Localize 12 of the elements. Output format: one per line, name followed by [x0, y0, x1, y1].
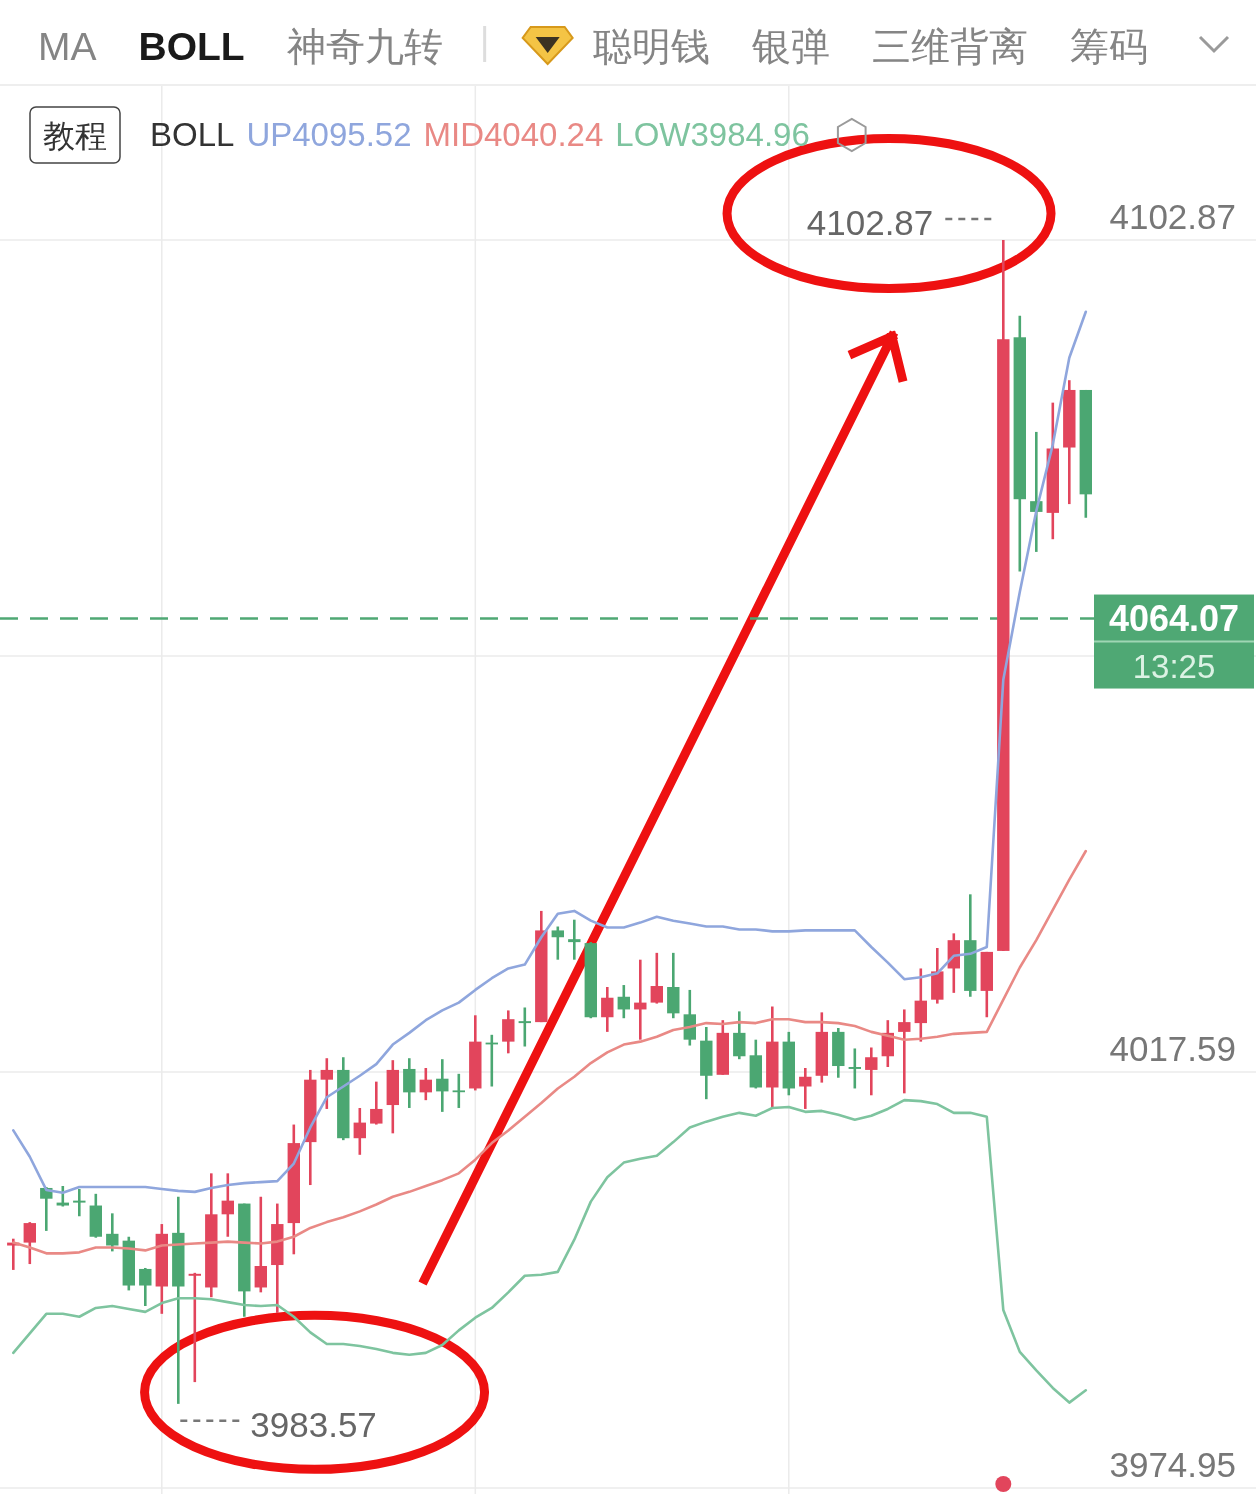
y-tick-label: 4102.87: [1109, 197, 1236, 237]
legend: BOLL UP4095.52 MID4040.24 LOW3984.96: [150, 116, 867, 153]
price-tag: 4064.07 13:25: [1093, 594, 1255, 689]
y-tick-label: 3974.95: [1109, 1444, 1236, 1484]
annotation: 3983.57: [250, 1404, 377, 1444]
legend-title: BOLL: [150, 116, 235, 153]
y-tick-label: 4017.59: [1109, 1028, 1236, 1068]
ref-line-label: 4064.07 13:25: [1108, 597, 1240, 685]
annotation: 4102.87: [806, 203, 934, 243]
annotation: 教程: [43, 118, 107, 154]
button: 教程: [29, 106, 121, 164]
tab-bar: MA BOLL 神奇九转 聪明钱 银弹 三维背离 筹码: [0, 25, 1256, 86]
